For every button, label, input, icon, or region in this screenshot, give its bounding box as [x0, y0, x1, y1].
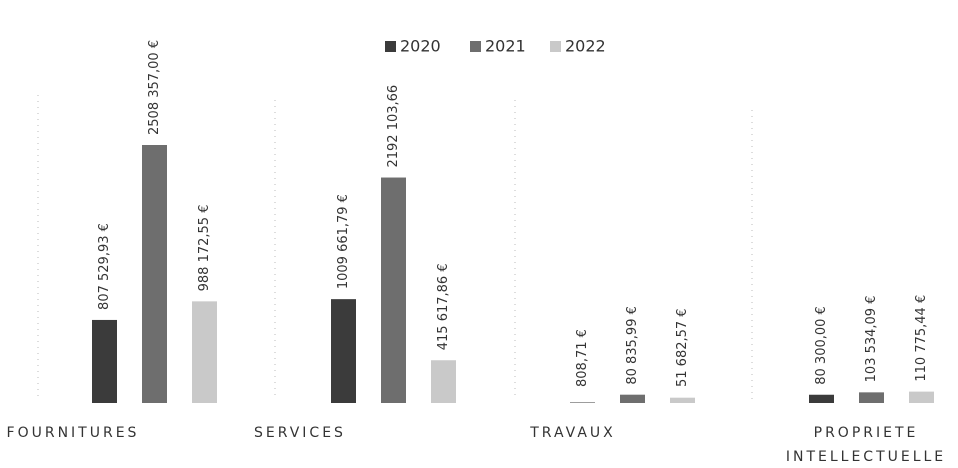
decor-lines — [37, 95, 753, 400]
category-label: FOURNITURES — [6, 425, 140, 441]
legend-label: 2021 — [485, 37, 526, 56]
bar — [142, 145, 167, 403]
bar — [909, 391, 934, 403]
bar — [620, 394, 645, 403]
value-label: 1009 661,79 € — [336, 194, 351, 289]
value-label: 103 534,09 € — [864, 296, 879, 383]
bar — [92, 319, 117, 403]
value-label: 2192 103,66 — [386, 85, 401, 168]
value-label: 80 835,99 € — [625, 306, 640, 385]
legend-swatch — [470, 41, 481, 52]
legend-swatch — [550, 41, 561, 52]
bar — [331, 299, 356, 403]
value-label: 808,71 € — [575, 329, 590, 387]
value-label: 415 617,86 € — [436, 263, 451, 350]
bar — [670, 397, 695, 403]
value-label: 51 682,57 € — [675, 308, 690, 387]
value-label: 807 529,93 € — [97, 223, 112, 310]
value-label: 2508 357,00 € — [147, 40, 162, 135]
bar — [192, 301, 217, 403]
value-label: 110 775,44 € — [914, 295, 929, 382]
bar — [381, 177, 406, 403]
bar — [859, 392, 884, 403]
legend-label: 2020 — [400, 37, 441, 56]
value-label: 988 172,55 € — [197, 205, 212, 292]
category-label: SERVICES — [254, 425, 346, 441]
bar — [431, 360, 456, 403]
bar — [809, 394, 834, 403]
bar — [570, 402, 595, 403]
category-label: PROPRIETE INTELLECTUELLE — [785, 425, 947, 465]
legend-swatch — [385, 41, 396, 52]
legend-label: 2022 — [565, 37, 606, 56]
category-label: TRAVAUX — [530, 425, 616, 441]
value-label: 80 300,00 € — [814, 306, 829, 385]
